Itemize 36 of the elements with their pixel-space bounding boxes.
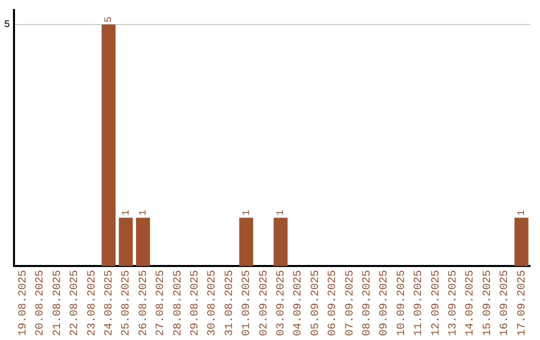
data-label: 1 — [276, 210, 288, 216]
x-tick-label: 05.09.2025 — [310, 270, 322, 336]
x-tick-label: 15.09.2025 — [482, 270, 494, 336]
x-tick-label: 04.09.2025 — [292, 270, 305, 336]
x-tick-label: 28.08.2025 — [172, 270, 184, 336]
x-tick-label: 29.08.2025 — [190, 270, 202, 336]
x-tick-label: 10.09.2025 — [396, 270, 408, 336]
data-label: 1 — [138, 210, 150, 216]
x-tick-label: 13.09.2025 — [448, 270, 460, 336]
x-tick-label: 30.08.2025 — [206, 270, 219, 336]
x-tick-label: 22.08.2025 — [69, 270, 82, 336]
x-tick-label: 17.09.2025 — [516, 270, 528, 336]
x-tick-label: 09.09.2025 — [378, 270, 391, 336]
x-tick-label: 25.08.2025 — [120, 270, 133, 336]
data-label: 1 — [121, 210, 132, 216]
x-tick-label: 16.09.2025 — [499, 270, 512, 336]
x-tick-label: 31.08.2025 — [224, 270, 236, 336]
x-tick-label: 20.08.2025 — [34, 270, 47, 336]
data-label: 1 — [242, 210, 253, 216]
x-tick-label: 06.09.2025 — [327, 270, 340, 336]
data-label: 5 — [104, 16, 116, 22]
x-tick-label: 01.09.2025 — [241, 270, 254, 336]
data-label: 1 — [517, 210, 528, 216]
x-tick-label: 14.09.2025 — [464, 270, 477, 336]
x-tick-label: 23.08.2025 — [86, 270, 98, 336]
x-tick-label: 02.09.2025 — [258, 270, 270, 336]
x-tick-label: 19.08.2025 — [18, 270, 30, 336]
x-tick-label: 26.08.2025 — [138, 270, 150, 336]
x-tick-label: 07.09.2025 — [344, 270, 356, 336]
x-tick-label: 24.08.2025 — [104, 270, 116, 336]
x-tick-label: 21.08.2025 — [52, 270, 64, 336]
x-tick-label: 27.08.2025 — [155, 270, 168, 336]
x-tick-label: 08.09.2025 — [362, 270, 374, 336]
x-tick-label: 12.09.2025 — [430, 270, 442, 336]
x-tick-label: 11.09.2025 — [413, 270, 426, 336]
x-tick-label: 03.09.2025 — [276, 270, 288, 336]
